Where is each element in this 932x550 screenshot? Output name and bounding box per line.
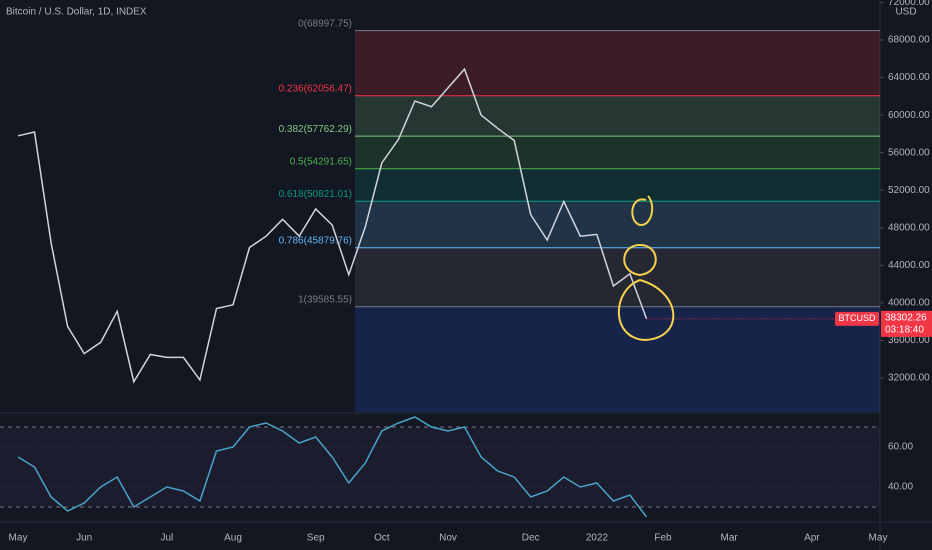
y-tick-label: 64000.00: [888, 72, 930, 83]
fib-label: 0.236(62056.47): [279, 83, 352, 94]
series-line: [17, 67, 648, 384]
name-tag: [835, 311, 879, 326]
fib-band: [355, 306, 880, 412]
series-line: [17, 416, 648, 518]
x-tick-label: Feb: [654, 533, 672, 544]
y-tick-label: 36000.00: [888, 335, 930, 346]
fib-label: 0(68997.75): [298, 18, 352, 29]
x-tick-label: May: [9, 533, 28, 544]
y-tick-label: 32000.00: [888, 373, 930, 384]
x-tick-label: Jun: [76, 533, 92, 544]
price-tag: [881, 310, 932, 337]
x-tick-label: 2022: [586, 533, 609, 544]
y-tick-label: 72000.00: [888, 0, 930, 8]
y-tick-label: 52000.00: [888, 185, 930, 196]
y-tick-label: 60.00: [888, 442, 913, 453]
x-tick-label: Nov: [439, 533, 457, 544]
fib-label: 0.5(54291.65): [290, 156, 352, 167]
doodle: [623, 243, 657, 277]
fib-band: [355, 247, 880, 307]
name-tag-text: BTCUSD: [838, 313, 876, 323]
fib-label: 0.786(45879.76): [279, 235, 352, 246]
y-tick-label: 56000.00: [888, 147, 930, 158]
x-tick-label: Aug: [224, 533, 242, 544]
x-tick-label: Sep: [307, 533, 325, 544]
y-tick-label: 68000.00: [888, 35, 930, 46]
x-tick-label: Mar: [721, 533, 739, 544]
fib-band: [355, 95, 880, 137]
x-tick-label: Oct: [374, 533, 390, 544]
x-tick-label: Apr: [804, 533, 820, 544]
y-tick-label: 40000.00: [888, 298, 930, 309]
currency: USD: [895, 7, 916, 18]
chart-title: Bitcoin / U.S. Dollar, 1D, INDEX: [6, 7, 147, 18]
fib-label: 1(39585.55): [298, 294, 352, 305]
y-tick-label: 40.00: [888, 482, 913, 493]
rsi-band: [0, 427, 880, 507]
fib-band: [355, 30, 880, 96]
doodle: [617, 279, 675, 342]
fib-band: [355, 201, 880, 248]
doodle: [631, 195, 654, 226]
fib-band: [355, 168, 880, 202]
x-tick-label: May: [869, 533, 888, 544]
y-tick-label: 44000.00: [888, 260, 930, 271]
price-tag-value: 38302.26: [885, 312, 927, 323]
y-tick-label: 48000.00: [888, 222, 930, 233]
x-tick-label: Jul: [160, 533, 173, 544]
y-tick-label: 60000.00: [888, 110, 930, 121]
fib-label: 0.382(57762.29): [279, 124, 352, 135]
fib-label: 0.618(50821.01): [279, 189, 352, 200]
annotations: [617, 195, 675, 342]
price-tag-countdown: 03:18:40: [885, 324, 924, 335]
x-tick-label: Dec: [522, 533, 540, 544]
fib-band: [355, 136, 880, 169]
